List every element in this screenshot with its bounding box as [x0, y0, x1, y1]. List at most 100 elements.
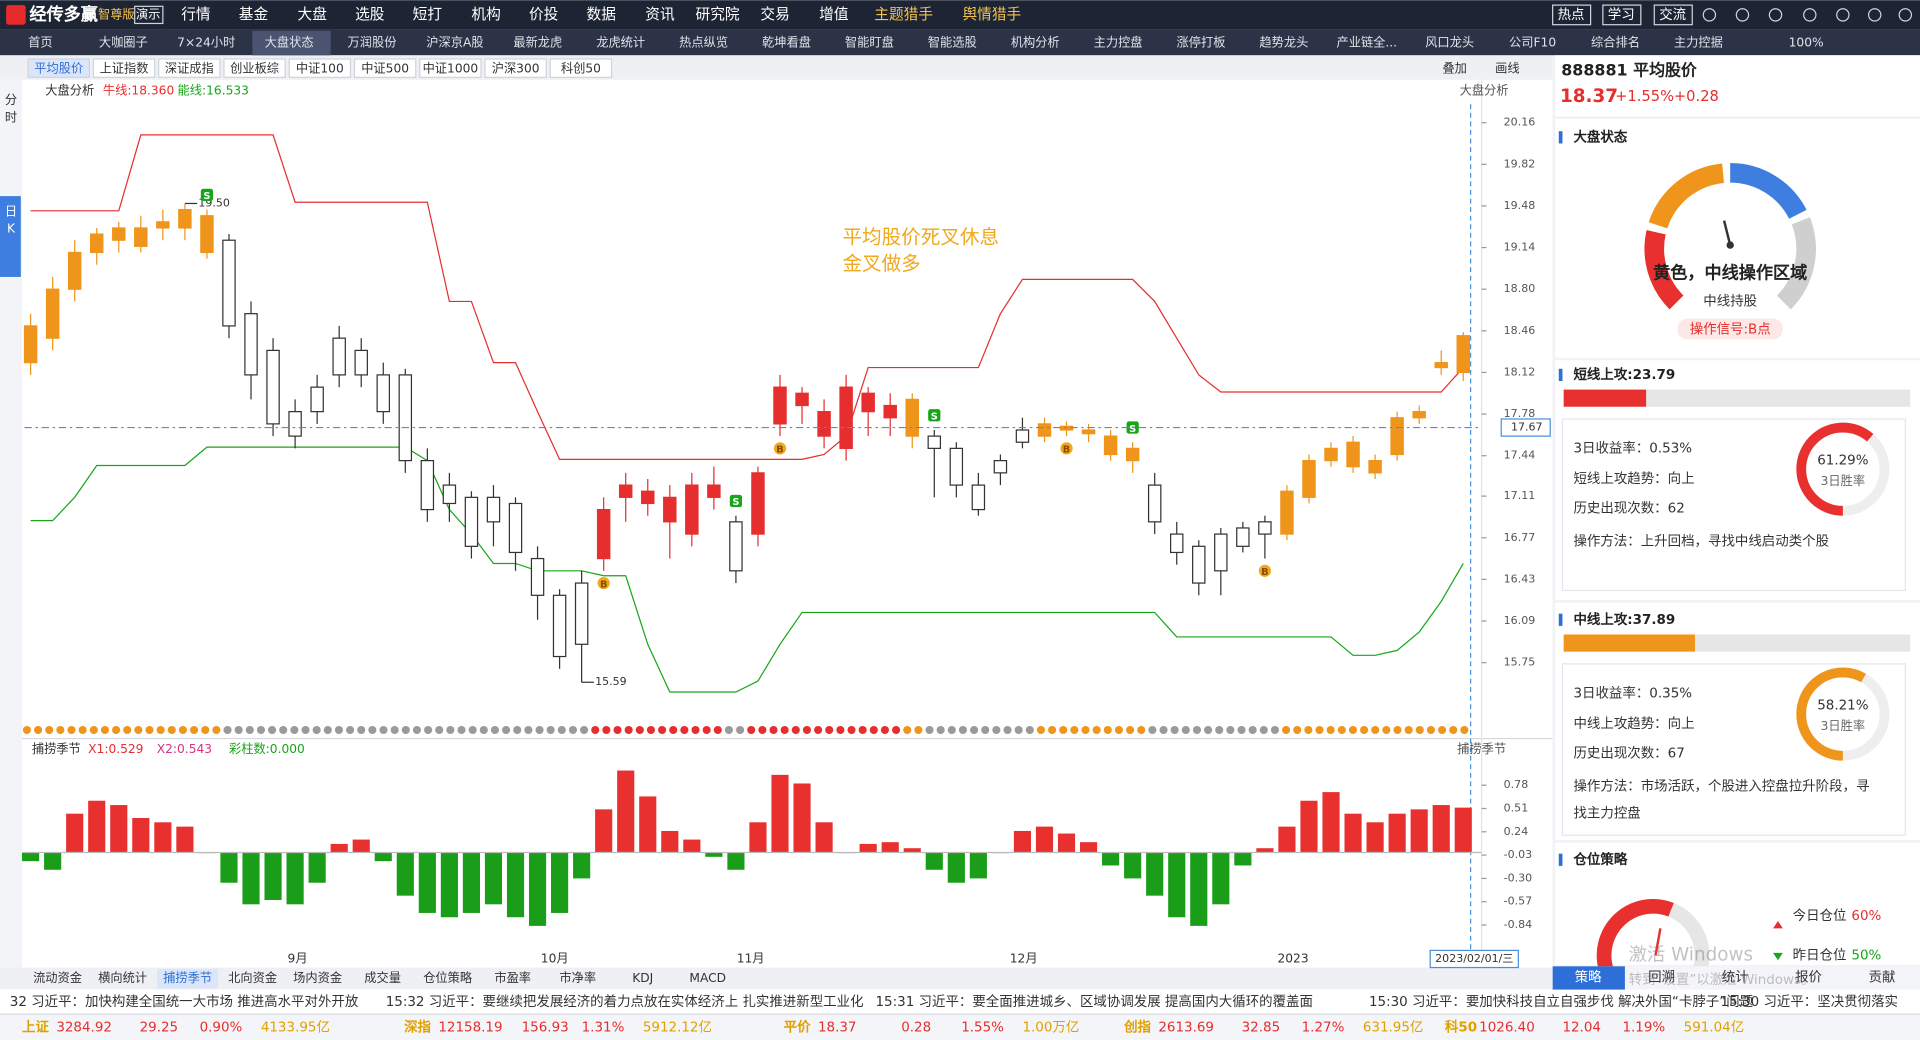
menu-item[interactable]: 数据	[587, 6, 617, 23]
candle-body	[90, 233, 104, 254]
state-dot	[869, 725, 878, 735]
panel-tab[interactable]: 报价	[1795, 969, 1822, 985]
quote-change: +0.28	[1674, 88, 1719, 105]
menu-item[interactable]: 研究院	[696, 5, 740, 23]
menu-item[interactable]: 价投	[529, 6, 559, 23]
nav-tab[interactable]: 公司F10	[1509, 36, 1556, 50]
nav-tab[interactable]: 机构分析	[1011, 35, 1060, 50]
nav-tab[interactable]: 主力控盘	[1094, 35, 1143, 50]
draw-button[interactable]: 画线	[1495, 61, 1519, 75]
panel-section	[1555, 842, 1920, 966]
state-dot	[691, 725, 700, 735]
news-item[interactable]: 15:30 习近平：要加快科技自立自强步伐 解决外国“卡脖子”问题	[1369, 994, 1753, 1010]
signal-label: B	[1063, 445, 1070, 456]
index-tab[interactable]: 科创50	[561, 61, 601, 75]
nav-tab[interactable]: 沪深京A股	[426, 36, 483, 50]
menu-item[interactable]: 舆情猎手	[962, 6, 1021, 23]
bottom-tab[interactable]: 市净率	[559, 970, 596, 985]
panel-tab[interactable]: 贡献	[1869, 969, 1896, 985]
gauge-needle	[1722, 220, 1732, 246]
nav-tab[interactable]: 大盘状态	[265, 35, 314, 50]
news-item[interactable]: 15:32 习近平：要继续把发展经济的着力点放在实体经济上 扎实推进新型工业化	[386, 993, 864, 1010]
nav-tab[interactable]: 乾坤看盘	[762, 35, 811, 50]
bottom-tab[interactable]: MACD	[689, 971, 726, 985]
ring-fill	[1796, 422, 1890, 516]
menu-item[interactable]: 大盘	[298, 5, 328, 23]
nav-tab[interactable]: 首页	[28, 36, 52, 50]
nav-tab[interactable]: 万润股份	[348, 36, 397, 50]
indicator-bar	[859, 843, 877, 853]
menu-item[interactable]: 基金	[239, 6, 269, 23]
side-tab[interactable]: K	[7, 222, 16, 236]
nav-tab[interactable]: 风口龙头	[1425, 36, 1474, 50]
side-tab[interactable]: 分	[5, 93, 17, 107]
y-tick-label: 17.78	[1504, 407, 1536, 420]
nav-tab[interactable]: 产业链全...	[1336, 35, 1397, 50]
bottom-tab[interactable]: 横向统计	[98, 970, 147, 985]
panel-tab[interactable]: 策略	[1575, 968, 1602, 985]
side-tab[interactable]: 日	[5, 205, 17, 219]
state-dot	[1092, 725, 1101, 735]
state-dot	[390, 725, 399, 735]
state-dot	[323, 725, 332, 735]
index-tab[interactable]: 中证500	[361, 60, 409, 75]
indicator-bar	[661, 830, 679, 853]
index-tab[interactable]: 中证1000	[423, 60, 479, 75]
panel-tab[interactable]: 回溯	[1648, 969, 1675, 985]
bottom-tab[interactable]: 流动资金	[33, 970, 82, 985]
nav-tab[interactable]: 智能选股	[928, 35, 977, 50]
signal-label: B	[600, 579, 607, 590]
menu-item[interactable]: 交易	[760, 5, 789, 23]
nav-tab[interactable]: 综合排名	[1591, 35, 1640, 50]
attack-row: 找主力控盘	[1573, 804, 1640, 821]
bear-label: 能线:16.533	[178, 83, 249, 97]
index-tab[interactable]: 创业板综	[230, 61, 279, 75]
nav-tab[interactable]: 趋势龙头	[1259, 36, 1308, 50]
bottom-tab[interactable]: 场内资金	[293, 970, 342, 985]
bottom-tab[interactable]: 仓位策略	[423, 970, 473, 985]
bottom-tab[interactable]: 北向资金	[228, 970, 277, 985]
news-item[interactable]: 15:30 习近平：坚决贯彻落实	[1720, 994, 1898, 1010]
index-tab[interactable]: 平均股价	[34, 61, 83, 75]
nav-tab[interactable]: 热点纵览	[679, 35, 728, 50]
attack-row: 历史出现次数：67	[1573, 745, 1684, 761]
nav-tab[interactable]: 主力控据	[1674, 36, 1723, 50]
menu-button[interactable]: 交流	[1659, 6, 1686, 23]
side-tab[interactable]: 时	[5, 110, 17, 124]
panel-tab[interactable]: 统计	[1722, 969, 1749, 985]
news-item[interactable]: 15:31 习近平：要全面推进城乡、区域协调发展 提高国内大循环的覆盖面	[876, 993, 1313, 1010]
menu-item[interactable]: 选股	[355, 6, 385, 23]
nav-tab[interactable]: 大咖圈子	[99, 35, 148, 50]
menu-item[interactable]: 增值	[819, 6, 849, 23]
bottom-tab[interactable]: 市盈率	[494, 970, 531, 985]
win-rate: 61.29%	[1817, 454, 1869, 469]
y-tick-label: 15.75	[1504, 656, 1536, 669]
bottom-tab[interactable]: 成交量	[364, 970, 401, 985]
menu-item[interactable]: 主题猎手	[874, 6, 933, 23]
menu-button[interactable]: 热点	[1558, 7, 1585, 23]
bottom-tab[interactable]: KDJ	[632, 971, 653, 985]
nav-tab[interactable]: 最新龙虎	[513, 35, 562, 50]
index-tab[interactable]: 深证成指	[165, 60, 214, 75]
nav-tab[interactable]: 涨停打板	[1177, 35, 1226, 50]
news-item[interactable]: 32 习近平：加快构建全国统一大市场 推进高水平对外开放	[10, 993, 359, 1010]
nav-tab[interactable]: 智能盯盘	[845, 35, 894, 50]
side-strip	[0, 79, 23, 968]
index-tab-box	[158, 58, 221, 78]
index-tab[interactable]: 中证100	[296, 60, 344, 75]
nav-tab[interactable]: 7×24小时	[177, 36, 235, 50]
nav-tab[interactable]: 龙虎统计	[596, 36, 645, 50]
state-dot	[557, 725, 566, 735]
index-tab[interactable]: 沪深300	[492, 61, 540, 75]
menu-item[interactable]: 资讯	[645, 6, 675, 23]
index-tab[interactable]: 上证指数	[100, 60, 149, 75]
menu-item[interactable]: 行情	[181, 6, 211, 23]
menu-item[interactable]: 机构	[471, 6, 500, 23]
menu-button[interactable]: 学习	[1608, 7, 1635, 23]
state-dot	[100, 725, 109, 735]
overlay-button[interactable]: 叠加	[1442, 61, 1466, 75]
candle-body	[288, 411, 302, 437]
bottom-tab[interactable]: 捕捞季节	[163, 970, 212, 985]
menu-item[interactable]: 短打	[413, 6, 443, 23]
y-tick-label: 20.16	[1504, 116, 1536, 129]
